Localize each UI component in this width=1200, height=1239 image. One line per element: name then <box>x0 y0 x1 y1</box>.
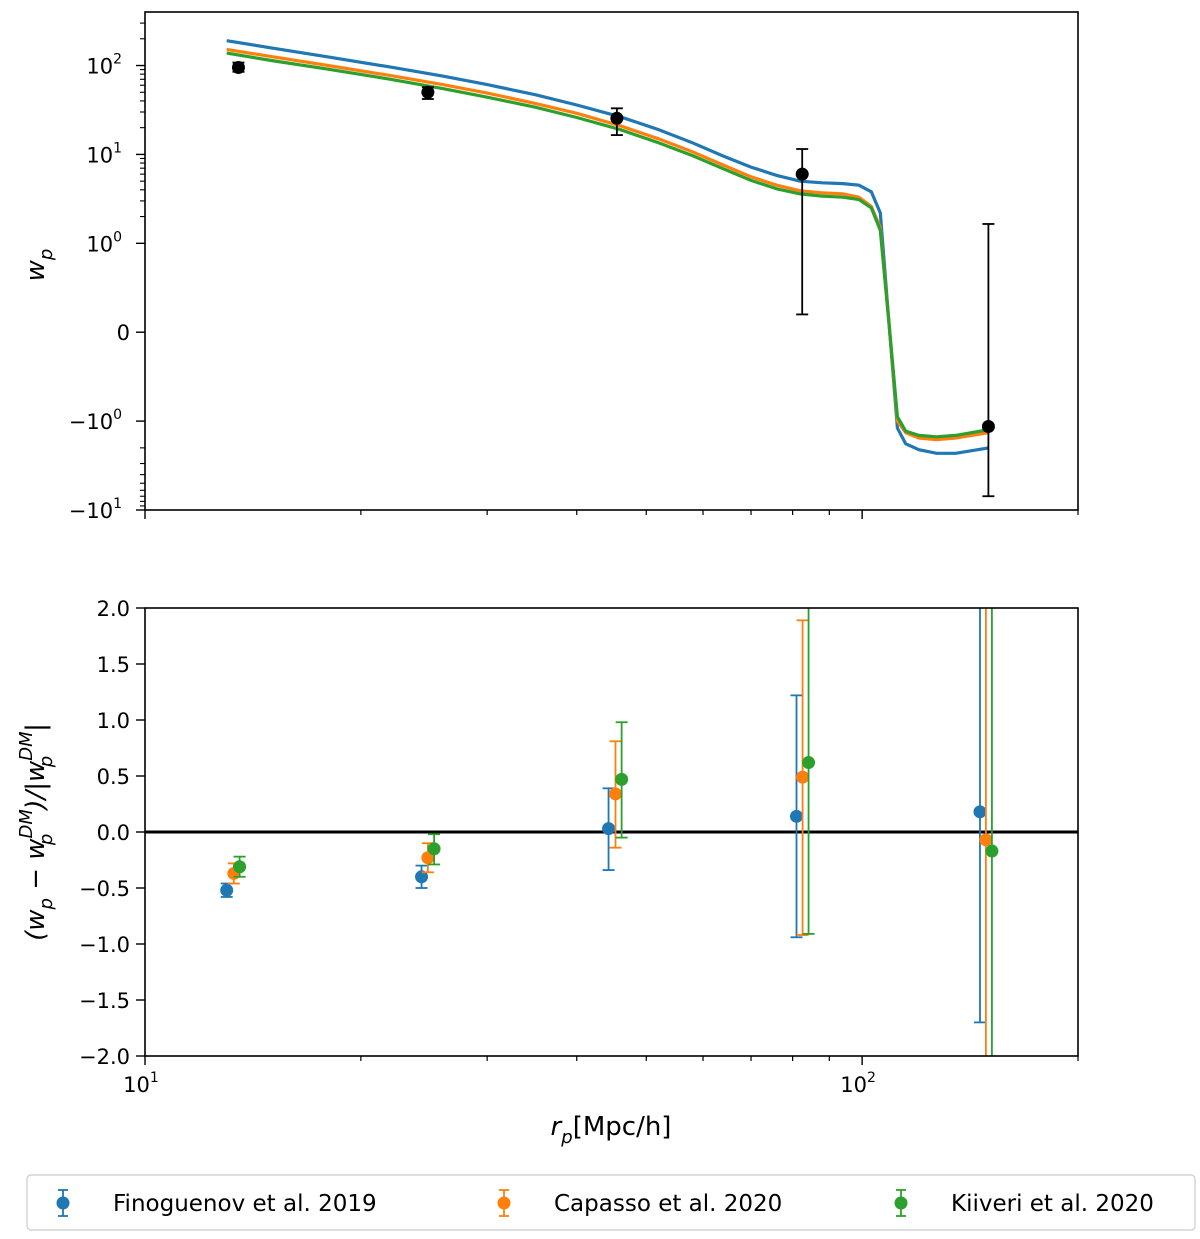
x-tick-base: 10 <box>840 1073 867 1097</box>
bottom-plot-frame <box>144 607 1079 1057</box>
ylabel-sup-1: DM <box>16 809 37 839</box>
x-tick-exp: 1 <box>150 1070 159 1086</box>
ylabel-sup-2: DM <box>16 731 37 761</box>
bottom-y-tick-label: 2.0 <box>97 597 130 621</box>
bottom-point-s0 <box>973 805 987 819</box>
bottom-point-s2 <box>233 860 247 874</box>
legend-marker-dot <box>497 1196 511 1210</box>
top-y-tick-label: −100 <box>69 407 122 434</box>
legend-label-2: Kiiveri et al. 2020 <box>951 1191 1154 1217</box>
ylabel-minus: − w <box>21 838 51 898</box>
bottom-y-tick-label: 0.0 <box>97 821 130 845</box>
top-y-axis-label: wp <box>21 249 57 282</box>
x-label-main: r <box>551 1112 564 1142</box>
ylabel-sub-1: p <box>36 898 57 910</box>
legend-items: Finoguenov et al. 2019 Capasso et al. 202… <box>56 1189 1154 1217</box>
top-data-point <box>981 419 995 433</box>
bottom-y-tick-label: 1.5 <box>97 653 130 677</box>
legend-label-1: Capasso et al. 2020 <box>554 1191 782 1217</box>
top-points-group <box>231 61 995 498</box>
top-y-tick-exp: 2 <box>113 52 122 68</box>
top-series-group <box>226 39 989 455</box>
ylabel-sub-3: p <box>36 756 57 768</box>
top-y-tick-base: 10 <box>86 55 113 79</box>
bottom-x-axis-label: rp[Mpc/h] <box>551 1112 672 1148</box>
bottom-point-s1 <box>979 833 993 847</box>
legend-marker-dot <box>56 1196 70 1210</box>
legend: Finoguenov et al. 2019 Capasso et al. 202… <box>26 1174 1196 1231</box>
bottom-y-tick-label: −0.5 <box>79 877 130 901</box>
top-y-tick-label: 102 <box>86 52 122 79</box>
bottom-y-tick-label: −2.0 <box>79 1045 130 1069</box>
bottom-point-s0 <box>220 883 234 897</box>
top-data-point <box>231 61 245 75</box>
legend-marker-dot <box>894 1196 908 1210</box>
top-y-tick-base: 10 <box>86 143 113 167</box>
bottom-y-axis-label: (wp − wDMp)/|wDMp| <box>16 723 57 941</box>
top-y-tick-label: −101 <box>69 496 122 523</box>
ylabel-close: | <box>21 723 51 732</box>
ylabel-mid: )/|w <box>21 760 51 812</box>
top-y-tick-exp: 1 <box>113 496 122 512</box>
ylabel-sub-2: p <box>36 834 57 846</box>
top-y-tick-exp: 0 <box>113 229 122 245</box>
bottom-y-tick-label: −1.5 <box>79 989 130 1013</box>
x-tick-exp: 2 <box>867 1070 876 1086</box>
bottom-series-group <box>220 608 999 1056</box>
bottom-point-s2 <box>985 844 999 858</box>
top-y-label-sub: p <box>36 249 57 261</box>
x-label-unit: [Mpc/h] <box>573 1112 672 1142</box>
top-line-2 <box>226 51 989 439</box>
top-y-tick-label: 100 <box>86 229 122 256</box>
bottom-point-s0 <box>415 870 429 884</box>
bottom-y-tick-label: 1.0 <box>97 709 130 733</box>
legend-label-0: Finoguenov et al. 2019 <box>113 1191 377 1217</box>
top-y-tick-label: 0 <box>117 321 130 345</box>
bottom-point-s0 <box>789 809 803 823</box>
top-y-tick-base: 10 <box>86 232 113 256</box>
top-y-tick-exp: 1 <box>113 140 122 156</box>
top-data-point <box>421 85 435 99</box>
top-line-0 <box>226 39 989 455</box>
top-y-tick-exp: 0 <box>113 407 122 423</box>
bottom-y-tick-label: 0.5 <box>97 765 130 789</box>
bottom-point-s2 <box>802 756 816 770</box>
top-y-tick-base: −10 <box>69 410 113 434</box>
top-y-tick-base: −10 <box>69 499 113 523</box>
top-line-1 <box>226 47 989 442</box>
bottom-point-s2 <box>615 772 629 786</box>
bottom-point-s1 <box>609 787 623 801</box>
x-tick-label: 102 <box>840 1070 876 1097</box>
top-y-label-main: w <box>21 259 51 281</box>
bottom-point-s1 <box>796 770 810 784</box>
bottom-y-tick-label: −1.0 <box>79 933 130 957</box>
x-tick-base: 10 <box>123 1073 150 1097</box>
bottom-point-s2 <box>427 842 441 856</box>
top-plot-frame <box>144 11 1079 511</box>
x-label-sub: p <box>560 1127 572 1148</box>
ylabel-open: (w <box>21 909 51 941</box>
top-y-tick-label: 101 <box>86 140 122 167</box>
x-tick-label: 101 <box>123 1070 159 1097</box>
bottom-point-s0 <box>602 822 616 836</box>
top-data-point <box>795 167 809 181</box>
top-data-point <box>610 111 624 125</box>
